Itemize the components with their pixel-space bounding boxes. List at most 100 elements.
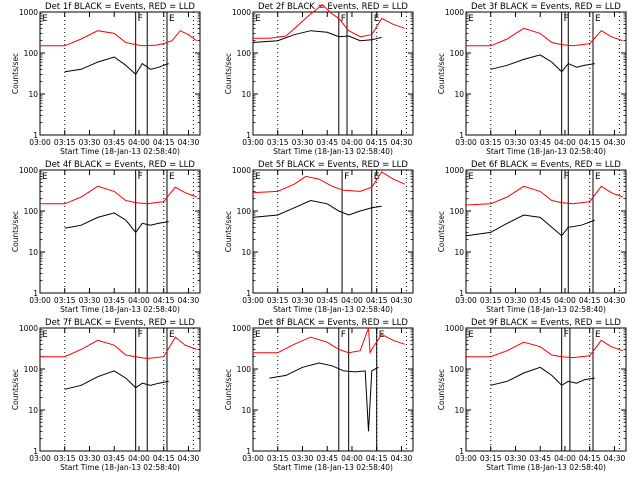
- plot-frame: [465, 169, 627, 294]
- y-tick-label: 1: [459, 289, 464, 298]
- x-tick-label: 04:15: [579, 296, 601, 305]
- plot-frame: [465, 327, 627, 452]
- x-tick-label: 03:15: [54, 138, 76, 147]
- y-tick-label: 100: [237, 207, 252, 216]
- x-tick-label: 04:00: [341, 454, 363, 463]
- y-axis-label: Counts/sec: [11, 211, 20, 252]
- chart-title: Det 9f BLACK = Events, RED = LLD: [471, 318, 621, 328]
- x-tick-label: 04:15: [366, 296, 388, 305]
- x-axis-label: Start Time (18-Jan-13 02:58:40): [486, 147, 606, 156]
- marker-label: E: [595, 172, 601, 182]
- y-tick-label: 1000: [232, 324, 251, 333]
- chart-panel-3: Det 3f BLACK = Events, RED = LLD 1 10 100 10…: [437, 2, 627, 156]
- y-tick-label: 1000: [445, 166, 464, 175]
- corner-marker-label: E: [468, 14, 474, 24]
- y-tick-label: 1: [246, 289, 251, 298]
- y-tick-label: 100: [237, 49, 252, 58]
- x-axis-label: Start Time (18-Jan-13 02:58:40): [273, 305, 393, 314]
- y-tick-label: 1000: [445, 8, 464, 17]
- series-line-events: [252, 199, 382, 218]
- y-tick-label: 1000: [19, 8, 38, 17]
- chart-panel-5: Det 5f BLACK = Events, RED = LLD 1 10 100 10…: [224, 160, 414, 314]
- y-axis-label: Counts/sec: [11, 369, 20, 410]
- x-axis-label: Start Time (18-Jan-13 02:58:40): [486, 463, 606, 472]
- chart-panel-1: Det 1f BLACK = Events, RED = LLD 1 10 100 10…: [11, 2, 201, 156]
- plot-frame: [39, 11, 201, 136]
- marker-label: F: [341, 14, 346, 24]
- marker-label: E: [374, 14, 380, 24]
- x-tick-label: 04:15: [153, 454, 175, 463]
- x-tick-label: 04:30: [178, 296, 200, 305]
- series-line-events: [64, 56, 169, 76]
- chart-panel-4: Det 4f BLACK = Events, RED = LLD 1 10 100 10…: [11, 160, 201, 314]
- x-tick-label: 03:00: [242, 454, 264, 463]
- x-tick-label: 03:15: [480, 138, 502, 147]
- x-tick-label: 04:15: [579, 454, 601, 463]
- x-tick-label: 03:00: [455, 138, 477, 147]
- y-tick-label: 1: [33, 447, 38, 456]
- marker-label: E: [169, 172, 175, 182]
- x-tick-label: 03:45: [529, 454, 551, 463]
- x-tick-label: 04:15: [366, 138, 388, 147]
- y-tick-label: 10: [28, 248, 38, 257]
- series-line-events: [465, 214, 595, 237]
- chart-title: Det 3f BLACK = Events, RED = LLD: [471, 2, 621, 12]
- corner-marker-label: E: [42, 14, 48, 24]
- x-tick-label: 04:15: [579, 138, 601, 147]
- y-axis-label: Counts/sec: [437, 53, 446, 94]
- marker-label: E: [169, 14, 175, 24]
- series-line-lld: [40, 185, 197, 205]
- marker-label: F: [138, 172, 143, 182]
- series-line-events: [252, 30, 382, 43]
- x-axis-label: Start Time (18-Jan-13 02:58:40): [60, 147, 180, 156]
- marker-label: E: [595, 14, 601, 24]
- x-tick-label: 03:30: [505, 296, 527, 305]
- y-tick-label: 100: [24, 365, 39, 374]
- y-tick-label: 10: [241, 406, 251, 415]
- x-tick-label: 03:00: [29, 296, 51, 305]
- x-tick-label: 03:30: [292, 296, 314, 305]
- x-tick-label: 04:00: [128, 296, 150, 305]
- y-tick-label: 1000: [445, 324, 464, 333]
- x-tick-label: 03:30: [79, 138, 101, 147]
- corner-marker-label: E: [42, 172, 48, 182]
- chart-panel-8: Det 8f BLACK = Events, RED = LLD 1 10 100 10…: [224, 318, 414, 472]
- x-tick-label: 04:15: [153, 296, 175, 305]
- y-tick-label: 1: [33, 131, 38, 140]
- y-tick-label: 1: [246, 447, 251, 456]
- chart-title: Det 5f BLACK = Events, RED = LLD: [258, 160, 408, 170]
- x-axis-label: Start Time (18-Jan-13 02:58:40): [486, 305, 606, 314]
- x-tick-label: 03:00: [455, 296, 477, 305]
- chart-title: Det 6f BLACK = Events, RED = LLD: [471, 160, 621, 170]
- x-tick-label: 04:00: [128, 138, 150, 147]
- x-tick-label: 03:45: [103, 296, 125, 305]
- series-line-lld: [253, 327, 405, 355]
- x-tick-label: 03:15: [480, 296, 502, 305]
- plot-frame: [39, 169, 201, 294]
- marker-label: F: [564, 172, 569, 182]
- y-tick-label: 10: [241, 248, 251, 257]
- marker-label: E: [595, 330, 601, 340]
- series-line-lld: [40, 30, 197, 47]
- series-line-events: [490, 54, 595, 73]
- x-tick-label: 03:45: [316, 296, 338, 305]
- y-tick-label: 1000: [232, 166, 251, 175]
- plot-frame: [252, 169, 414, 294]
- y-axis-label: Counts/sec: [437, 369, 446, 410]
- x-tick-label: 03:30: [79, 296, 101, 305]
- y-tick-label: 1000: [19, 324, 38, 333]
- x-axis-label: Start Time (18-Jan-13 02:58:40): [60, 305, 180, 314]
- chart-title: Det 1f BLACK = Events, RED = LLD: [45, 2, 195, 12]
- x-tick-label: 03:30: [292, 138, 314, 147]
- x-tick-label: 04:30: [604, 138, 626, 147]
- plot-frame: [465, 11, 627, 136]
- x-tick-label: 04:30: [391, 454, 413, 463]
- chart-panel-6: Det 6f BLACK = Events, RED = LLD 1 10 100 10…: [437, 160, 627, 314]
- x-tick-label: 04:30: [604, 454, 626, 463]
- x-tick-label: 04:00: [554, 454, 576, 463]
- series-line-lld: [252, 171, 406, 194]
- marker-label: F: [341, 330, 346, 340]
- x-tick-label: 03:45: [529, 138, 551, 147]
- x-tick-label: 03:30: [292, 454, 314, 463]
